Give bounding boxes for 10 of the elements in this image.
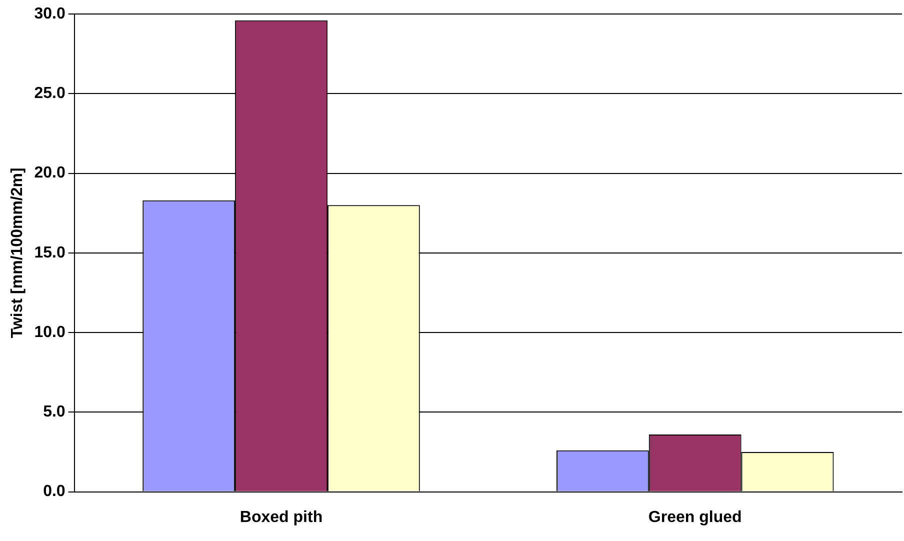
- y-tick-label: 0.0: [43, 483, 66, 500]
- y-tick-label: 15.0: [34, 244, 66, 262]
- y-tick-label: 5.0: [43, 404, 66, 421]
- y-tick-label: 25.0: [34, 85, 66, 102]
- y-tick-label: 20.0: [34, 164, 66, 182]
- y-tick-label: 10.0: [34, 324, 66, 341]
- y-axis-title: Twist [mm/100mm/2m]: [9, 168, 26, 338]
- x-tick-label: Boxed pith: [240, 508, 323, 526]
- y-tick-label: 30.0: [34, 5, 66, 22]
- x-tick-label: Green glued: [648, 508, 742, 526]
